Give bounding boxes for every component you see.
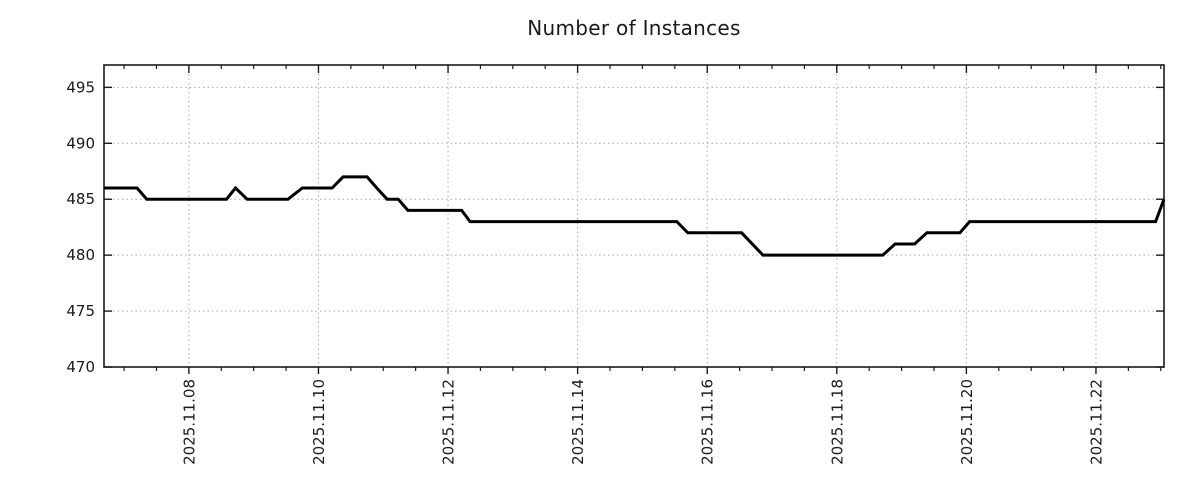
chart-title: Number of Instances <box>527 16 741 40</box>
y-tick-label: 480 <box>66 246 95 264</box>
plot-border <box>103 64 1165 368</box>
series-line-instances <box>104 175 1166 257</box>
x-tick-label: 2025.11.16 <box>699 379 717 465</box>
y-tick-label: 475 <box>66 302 95 320</box>
x-tick-label: 2025.11.10 <box>310 379 328 465</box>
y-tick-label: 490 <box>66 134 95 152</box>
y-tick-label: 495 <box>66 78 95 96</box>
x-tick-label: 2025.11.20 <box>958 379 976 465</box>
y-tick-label: 470 <box>66 358 95 376</box>
y-tick-label: 485 <box>66 190 95 208</box>
x-tick-label: 2025.11.08 <box>180 379 198 465</box>
x-tick-label: 2025.11.12 <box>440 379 458 465</box>
x-tick-label: 2025.11.22 <box>1087 379 1105 465</box>
x-tick-label: 2025.11.18 <box>828 379 846 465</box>
x-tick-label: 2025.11.14 <box>569 379 587 465</box>
